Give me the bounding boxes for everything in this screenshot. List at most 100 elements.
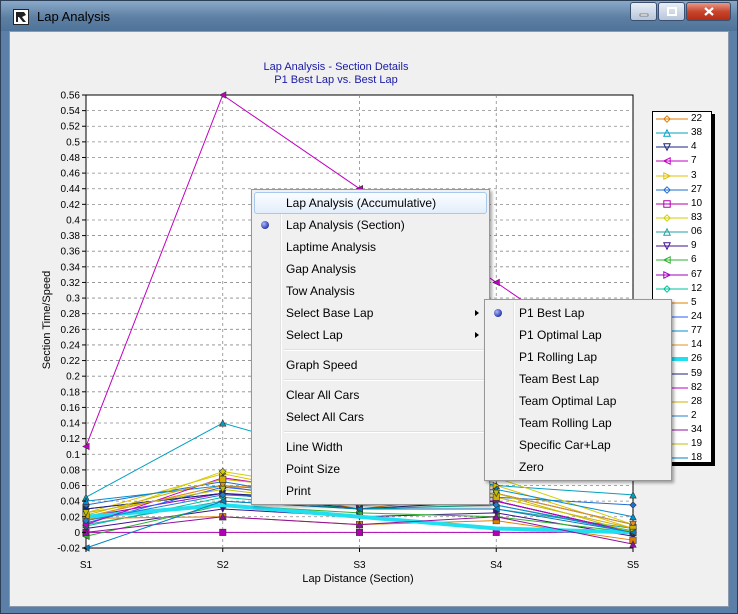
legend-label: 9 (691, 240, 697, 252)
y-tick-label: 0.24 (61, 340, 81, 351)
legend-label: 2 (691, 409, 697, 421)
submenu-item-team-best-lap[interactable]: Team Best Lap (485, 368, 671, 390)
submenu-arrow-icon (475, 332, 479, 338)
legend-label: 77 (691, 325, 703, 337)
legend-swatch (656, 171, 688, 180)
data-point (218, 497, 227, 505)
menu-item-lap-analysis-section[interactable]: Lap Analysis (Section) (252, 214, 489, 236)
menu-item-point-size[interactable]: Point Size (252, 458, 489, 480)
legend-item[interactable]: 83 (653, 211, 711, 225)
legend-swatch (656, 214, 688, 222)
submenu-item-team-rolling-lap[interactable]: Team Rolling Lap (485, 412, 671, 434)
data-point (219, 475, 227, 483)
y-tick-label: -0.02 (57, 544, 80, 555)
menu-item-print[interactable]: Print (252, 480, 489, 502)
menu-item-laptime-analysis[interactable]: Laptime Analysis (252, 236, 489, 258)
menu-separator (252, 346, 489, 354)
menu-item-label: Zero (519, 460, 544, 474)
y-tick-label: 0.18 (61, 387, 81, 398)
y-tick-label: 0.04 (61, 497, 81, 508)
legend-item[interactable]: 67 (653, 268, 711, 282)
x-axis: S1 S2 S3 S4 S5 (80, 548, 640, 571)
menu-item-label: P1 Optimal Lap (519, 328, 602, 342)
legend-label: 26 (691, 353, 703, 365)
menu-item-label: Specific Car+Lap (519, 438, 611, 452)
data-point (82, 517, 90, 525)
menu-item-graph-speed[interactable]: Graph Speed (252, 354, 489, 376)
y-tick-label: 0.22 (61, 356, 81, 367)
legend-swatch (656, 157, 688, 166)
y-tick-label: 0.34 (61, 262, 81, 273)
y-tick-label: 0.54 (61, 106, 81, 117)
y-tick-label: 0.48 (61, 153, 81, 164)
series-line (85, 503, 634, 535)
legend-item[interactable]: 38 (653, 126, 711, 140)
legend-swatch (656, 115, 688, 123)
y-tick-label: 0.56 (61, 91, 81, 102)
menu-item-label: Select Base Lap (286, 306, 374, 320)
menu-item-label: Graph Speed (286, 358, 358, 372)
submenu-item-zero[interactable]: Zero (485, 456, 671, 478)
data-point (82, 509, 90, 517)
menu-item-label: Lap Analysis (Accumulative) (286, 196, 437, 210)
submenu-item-p1-rolling-lap[interactable]: P1 Rolling Lap (485, 346, 671, 368)
data-point (492, 278, 500, 287)
data-point (629, 512, 637, 521)
legend-label: 5 (691, 296, 697, 308)
legend-swatch (656, 242, 688, 251)
menu-item-gap-analysis[interactable]: Gap Analysis (252, 258, 489, 280)
data-point (219, 419, 227, 427)
legend-item[interactable]: 7 (653, 154, 711, 168)
menu-item-tow-analysis[interactable]: Tow Analysis (252, 280, 489, 302)
chart-subtitle: P1 Best Lap vs. Best Lap (274, 74, 398, 86)
legend-item[interactable]: 4 (653, 140, 711, 154)
menu-item-lap-analysis-accumulative[interactable]: Lap Analysis (Accumulative) (254, 192, 487, 214)
series-18[interactable] (82, 497, 637, 552)
menu-item-select-all-cars[interactable]: Select All Cars (252, 406, 489, 428)
menu-item-label: P1 Best Lap (519, 306, 585, 320)
y-axis-title: Section Time/Speed (41, 271, 53, 369)
legend-swatch (656, 128, 688, 137)
submenu-item-specific-car-lap[interactable]: Specific Car+Lap (485, 434, 671, 456)
menu-item-select-lap[interactable]: Select Lap (252, 324, 489, 346)
menu-item-line-width[interactable]: Line Width (252, 436, 489, 458)
legend-label: 3 (691, 169, 697, 181)
legend-item[interactable]: 27 (653, 183, 711, 197)
x-tick-label: S2 (217, 560, 230, 571)
data-point (355, 520, 364, 529)
legend-item[interactable]: 22 (653, 112, 711, 126)
menu-item-label: Line Width (286, 440, 343, 454)
menu-item-select-base-lap[interactable]: Select Base Lap (252, 302, 489, 324)
y-tick-label: 0.46 (61, 169, 81, 180)
submenu-item-team-optimal-lap[interactable]: Team Optimal Lap (485, 390, 671, 412)
submenu-item-p1-best-lap[interactable]: P1 Best Lap (485, 302, 671, 324)
submenu-arrow-icon (475, 310, 479, 316)
data-point (219, 512, 227, 521)
legend-item[interactable]: 6 (653, 253, 711, 267)
data-point (629, 540, 637, 548)
minimize-button[interactable] (630, 2, 657, 21)
title-bar[interactable]: Lap Analysis (1, 1, 737, 31)
menu-item-label: Tow Analysis (286, 284, 355, 298)
data-point (629, 528, 637, 537)
series-34[interactable] (82, 512, 637, 548)
y-tick-label: 0 (74, 528, 80, 539)
close-button[interactable] (686, 2, 731, 21)
legend-item[interactable]: 12 (653, 282, 711, 296)
menu-item-label: Clear All Cars (286, 388, 360, 402)
legend-item[interactable]: 3 (653, 169, 711, 183)
legend-item[interactable]: 06 (653, 225, 711, 239)
menu-item-label: Team Optimal Lap (519, 394, 617, 408)
data-point (492, 489, 500, 498)
maximize-button[interactable] (658, 2, 685, 21)
series-26[interactable] (85, 503, 634, 535)
legend-item[interactable]: 10 (653, 197, 711, 211)
menu-item-label: Gap Analysis (286, 262, 357, 276)
submenu-item-p1-optimal-lap[interactable]: P1 Optimal Lap (485, 324, 671, 346)
legend-label: 10 (691, 197, 703, 209)
y-tick-label: 0.44 (61, 184, 81, 195)
menu-item-clear-all-cars[interactable]: Clear All Cars (252, 384, 489, 406)
legend-label: 27 (691, 183, 703, 195)
app-logo-icon (13, 9, 29, 25)
legend-item[interactable]: 9 (653, 239, 711, 253)
